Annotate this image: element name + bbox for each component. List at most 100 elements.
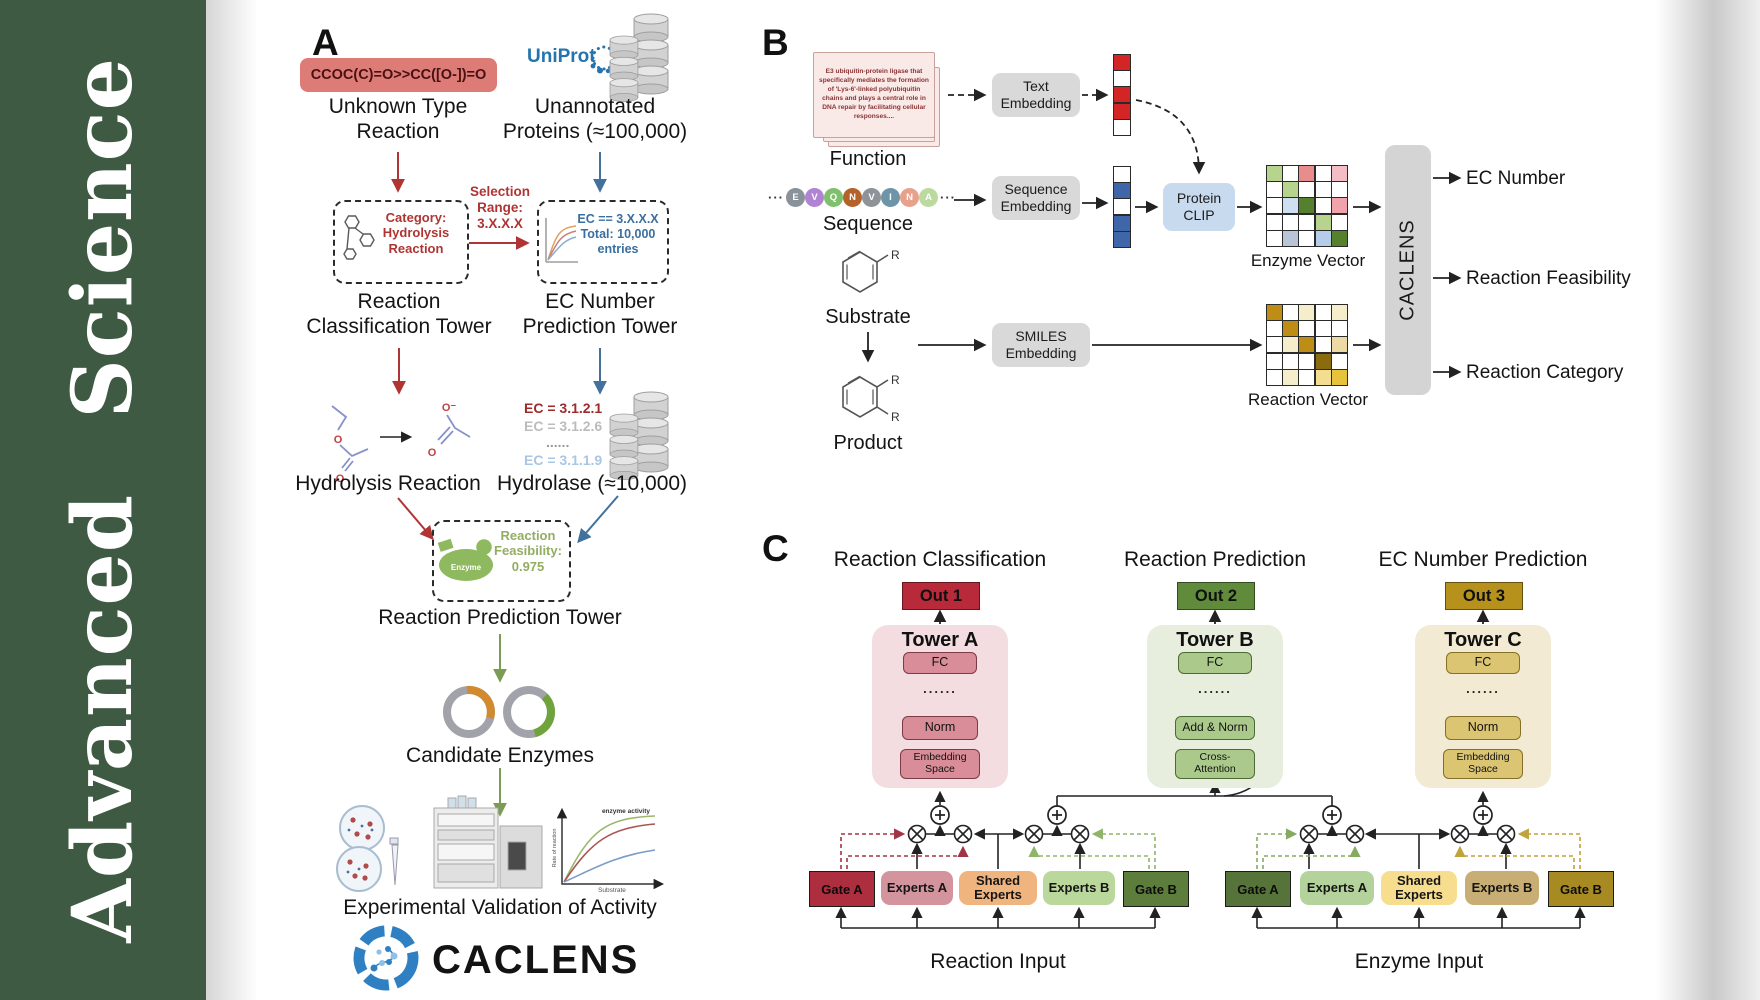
header-reaction-classification: Reaction Classification — [833, 548, 1047, 571]
header-ec-number-prediction: EC Number Prediction — [1378, 548, 1588, 571]
tower-a-dots: ...... — [923, 681, 957, 696]
sequence-embedding-vector — [1113, 166, 1131, 248]
svg-text:O: O — [428, 447, 437, 459]
reaction-smiles-box: CCOC(C)=O>>CC([O-])=O — [300, 58, 497, 92]
svg-text:Rate of reaction: Rate of reaction — [552, 829, 558, 868]
category-text: Category: Hydrolysis Reaction — [382, 210, 450, 256]
unknown-reaction-label: Unknown Type Reaction — [328, 95, 468, 143]
reaction-gate-b: Gate B — [1123, 871, 1189, 907]
reaction-gate-a: Gate A — [809, 871, 875, 907]
reaction-experts-b: Experts B — [1043, 871, 1115, 905]
panel-b-arrows — [861, 88, 1462, 379]
page-right-shadow — [1656, 0, 1760, 1000]
prediction-tower-label: Reaction Prediction Tower — [378, 606, 622, 629]
enzyme-vector-label: Enzyme Vector — [1250, 251, 1366, 270]
tower-c-fc: FC — [1446, 652, 1520, 674]
tower-b-cross-attention: Cross- Attention — [1175, 749, 1255, 779]
output-reaction-feasibility: Reaction Feasibility — [1466, 268, 1631, 289]
substrate-molecule: R — [842, 248, 900, 293]
svg-text:R: R — [891, 248, 900, 262]
svg-text:R: R — [891, 410, 900, 424]
tower-c-dots: ...... — [1466, 681, 1500, 696]
enzyme-shared-experts: Shared Experts — [1381, 871, 1457, 905]
caclens-logo-icon — [353, 925, 419, 991]
enzyme-input-label: Enzyme Input — [1354, 950, 1484, 973]
validation-label: Experimental Validation of Activity — [343, 896, 657, 919]
function-card: E3 ubiquitin-protein ligase that specifi… — [813, 52, 935, 138]
hplc-instrument-icon — [433, 795, 543, 889]
product-label: Product — [833, 432, 903, 454]
tower-c-norm: Norm — [1445, 716, 1521, 740]
activity-plot: enzyme activity Rate of reaction Substra… — [552, 807, 665, 894]
panel-a-label: A — [312, 22, 339, 63]
tower-c: Tower C FC ...... Norm Embedding Space — [1415, 625, 1551, 788]
selection-range-text: Selection Range: 3.X.X.X — [469, 184, 531, 231]
text-embedding-vector — [1113, 54, 1131, 136]
journal-sidebar: Advanced Science — [0, 0, 206, 1000]
output-ec-number: EC Number — [1466, 168, 1566, 189]
text-embedding-box: Text Embedding — [992, 73, 1080, 117]
caclens-module-box: CACLENS — [1385, 145, 1431, 395]
tower-b: Tower B FC ...... Add & Norm Cross- Atte… — [1147, 625, 1283, 788]
function-label: Function — [829, 148, 907, 170]
enzyme-experts-a: Experts A — [1300, 871, 1374, 905]
feasibility-dashed-box — [432, 520, 571, 602]
enzyme-gate-a: Gate A — [1225, 871, 1291, 907]
tower-b-dots: ...... — [1198, 681, 1232, 696]
panel-b-label: B — [762, 22, 789, 63]
svg-text:O⁻: O⁻ — [442, 402, 457, 414]
sequence-ellipsis-left: ··· — [768, 190, 784, 205]
tower-a-fc: FC — [903, 652, 977, 674]
svg-text:R: R — [891, 373, 900, 387]
protein-clip-box: Protein CLIP — [1163, 183, 1235, 231]
ec-tower-label: EC Number Prediction Tower — [522, 290, 678, 338]
feasibility-text: Reaction Feasibility: 0.975 — [494, 528, 562, 574]
output-reaction-category: Reaction Category — [1466, 362, 1624, 383]
plasmid-icons — [443, 685, 555, 738]
header-reaction-prediction: Reaction Prediction — [1123, 548, 1307, 571]
out3-box: Out 3 — [1445, 582, 1523, 610]
hydrolysis-reaction-label: Hydrolysis Reaction — [295, 472, 481, 495]
page-left-shadow — [206, 0, 258, 1000]
hydrolase-label: Hydrolase (≈10,000) — [496, 472, 688, 495]
enzyme-gate-b: Gate B — [1548, 871, 1614, 907]
uniprot-logo: UniProt — [527, 46, 596, 67]
enzyme-blob-icon: Enzyme — [435, 536, 494, 581]
ec-result-dots: ...... — [546, 434, 570, 450]
smiles-embedding-box: SMILES Embedding — [992, 323, 1090, 367]
protein-database-icon — [609, 13, 669, 103]
out1-box: Out 1 — [902, 582, 980, 610]
sequence-ellipsis-right: ··· — [940, 190, 956, 205]
tower-b-title: Tower B — [1176, 629, 1254, 651]
ec-result-1: EC = 3.1.2.1 — [524, 400, 603, 416]
enzyme-experts-b: Experts B — [1465, 871, 1539, 905]
panel-a-arrows — [391, 152, 619, 817]
ec-result-3: EC = 3.1.1.9 — [524, 452, 603, 468]
sum-nodes — [930, 805, 1493, 825]
panel-c-label: C — [762, 528, 789, 569]
svg-text:enzyme activity: enzyme activity — [602, 808, 650, 815]
tower-c-embedding-space: Embedding Space — [1443, 749, 1523, 779]
reaction-input-label: Reaction Input — [930, 950, 1066, 973]
reaction-vector-label: Reaction Vector — [1247, 390, 1369, 409]
unannotated-proteins-label: Unannotated Proteins (≈100,000) — [502, 95, 688, 143]
tower-a: Tower A FC ...... Norm Embedding Space — [872, 625, 1008, 788]
substrate-label: Substrate — [825, 306, 911, 328]
ec-curves-icon — [545, 218, 578, 263]
svg-text:Enzyme: Enzyme — [451, 563, 482, 572]
out2-box: Out 2 — [1177, 582, 1255, 610]
svg-text:Substrate: Substrate — [598, 887, 626, 894]
petri-dish-icon — [336, 805, 399, 892]
enzyme-vector-grid — [1266, 165, 1348, 247]
classification-tower-label: Reaction Classification Tower — [306, 290, 492, 338]
tower-a-title: Tower A — [901, 629, 979, 651]
classification-dashed-box — [333, 200, 469, 284]
tower-c-title: Tower C — [1444, 629, 1522, 651]
ec-filter-text: EC == 3.X.X.X Total: 10,000 entries — [577, 212, 659, 256]
molecule-scribble-icon — [343, 215, 375, 260]
reaction-vector-grid — [1266, 304, 1348, 386]
tower-a-embedding-space: Embedding Space — [900, 749, 980, 779]
